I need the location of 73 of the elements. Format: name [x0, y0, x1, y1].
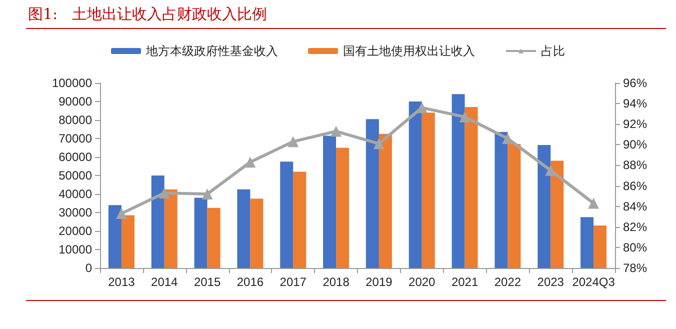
x-tick-label: 2013 [108, 275, 136, 289]
point [373, 138, 384, 150]
point [545, 164, 556, 176]
bar [164, 189, 178, 268]
y-tick-label: 50000 [58, 168, 92, 182]
y2-tick-label: 90% [623, 138, 648, 152]
y-tick-label: 80000 [58, 113, 92, 127]
bar [464, 107, 478, 268]
bar [366, 119, 379, 268]
bar [408, 102, 422, 268]
bar [280, 162, 294, 268]
y-tick-label: 60000 [58, 150, 92, 164]
y2-tick-label: 78% [623, 261, 648, 275]
bar [323, 136, 336, 268]
y-tick-label: 40000 [58, 187, 92, 201]
bar [494, 132, 508, 268]
x-tick-label: 2016 [236, 275, 264, 289]
x-tick-label: 2019 [366, 275, 393, 289]
y2-tick-label: 88% [623, 158, 648, 172]
y-tick-label: 20000 [58, 224, 92, 238]
y-tick-label: 10000 [58, 242, 92, 256]
point [158, 187, 170, 198]
y2-tick-label: 80% [623, 240, 648, 254]
point [416, 102, 428, 114]
x-tick-label: 2024Q3 [572, 275, 616, 289]
legend-label: 占比 [541, 44, 565, 58]
chart-title: 图1: 土地出让收入占财政收入比例 [28, 5, 267, 24]
bar [194, 198, 208, 268]
y2-tick-label: 84% [623, 199, 648, 214]
bar [594, 225, 607, 268]
bar [121, 215, 134, 268]
point [588, 198, 600, 209]
legend-label: 地方本级政府性基金收入 [145, 44, 278, 58]
y2-tick-label: 94% [623, 96, 648, 111]
point [459, 111, 470, 122]
bar [580, 217, 594, 268]
x-tick-label: 2021 [451, 275, 478, 289]
x-tick-label: 2020 [408, 275, 436, 289]
bar [108, 205, 122, 268]
point [202, 188, 213, 200]
y2-tick-label: 96% [623, 76, 648, 90]
y2-tick-label: 82% [623, 220, 648, 234]
bar [151, 176, 164, 268]
point [116, 208, 127, 220]
point [502, 133, 514, 144]
y-tick-label: 0 [85, 261, 92, 275]
point [244, 156, 256, 168]
bar [336, 148, 350, 268]
y2-tick-label: 92% [623, 117, 648, 132]
bar [250, 198, 264, 268]
bar [508, 144, 521, 268]
x-tick-label: 2015 [194, 275, 221, 289]
point [330, 126, 342, 137]
bar [550, 160, 564, 268]
x-tick-label: 2023 [537, 275, 564, 289]
bar [422, 112, 435, 268]
x-tick-label: 2017 [280, 275, 307, 289]
y-tick-label: 70000 [58, 132, 92, 146]
y-tick-label: 100000 [52, 76, 92, 90]
legend-label: 国有土地使用权出让收入 [343, 44, 475, 58]
y-tick-label: 90000 [58, 94, 92, 108]
x-tick-label: 2022 [494, 275, 522, 289]
bar [207, 208, 220, 268]
bar [237, 189, 250, 268]
bar [538, 144, 551, 268]
y2-tick-label: 86% [623, 178, 648, 193]
point [288, 136, 299, 148]
bar [293, 172, 306, 268]
x-tick-label: 2014 [151, 275, 178, 289]
y-tick-label: 30000 [58, 206, 92, 220]
bar [378, 134, 392, 268]
bar [452, 94, 465, 268]
x-tick-label: 2018 [322, 275, 350, 289]
